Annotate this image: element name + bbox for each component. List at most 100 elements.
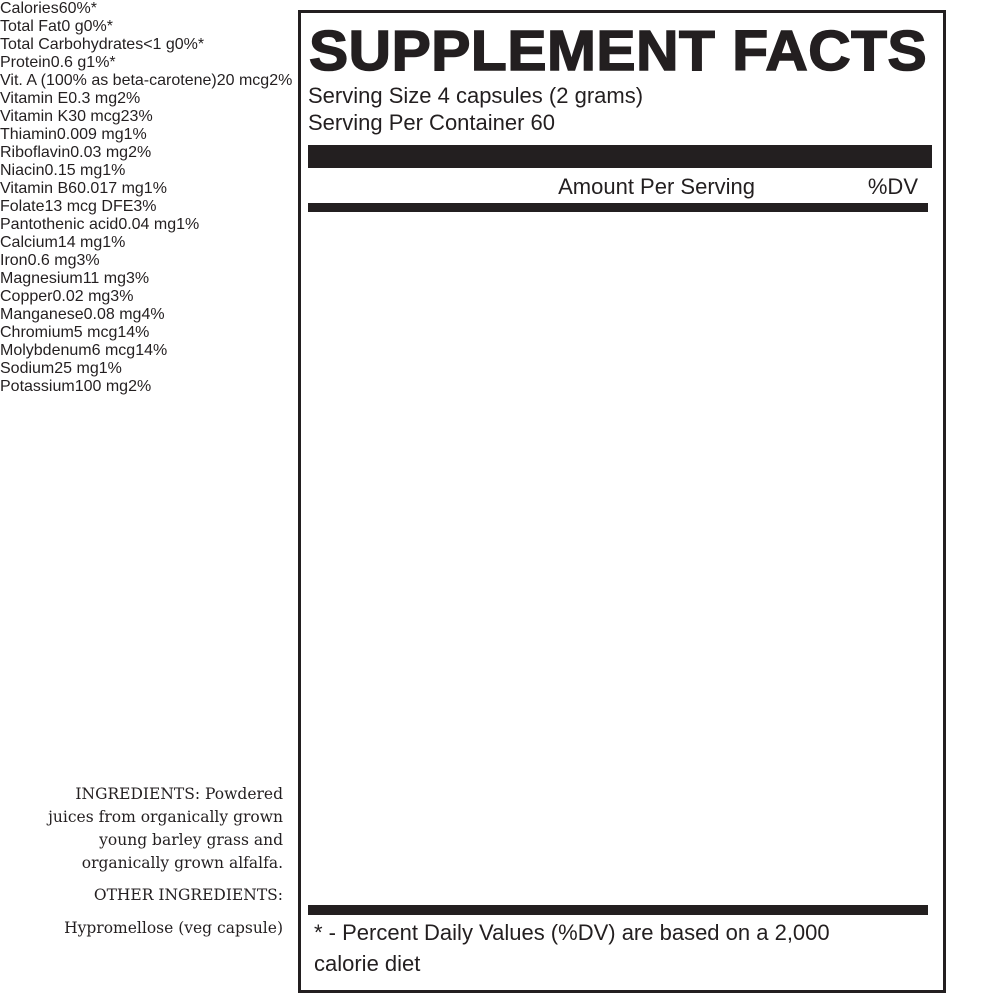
nutrient-amount: 0 g <box>61 18 84 35</box>
nutrient-name: Magnesium <box>0 270 83 287</box>
nutrient-amount: <1 g <box>143 36 175 53</box>
nutrient-row: Total Fat0 g0%* <box>0 18 1000 36</box>
nutrient-name: Total Fat <box>0 18 62 35</box>
nutrient-name: Calcium <box>0 234 58 251</box>
thick-bar <box>308 203 928 212</box>
nutrient-name: Folate <box>0 198 45 215</box>
nutrient-row: Manganese0.08 mg4% <box>0 306 1000 324</box>
nutrient-dv: 1% <box>102 162 126 179</box>
amount-header: Amount Per Serving <box>558 174 755 199</box>
nutrient-amount: 0.03 mg <box>70 144 129 161</box>
nutrient-row: Riboflavin0.03 mg2% <box>0 144 1000 162</box>
nutrient-dv: 0%* <box>83 18 113 35</box>
nutrient-amount: 11 mg <box>82 270 126 287</box>
nutrient-dv: 1% <box>176 216 200 233</box>
nutrient-dv: 1% <box>98 360 122 377</box>
nutrient-dv: 0%* <box>67 0 97 17</box>
label-box <box>298 10 946 993</box>
nutrient-row: Protein0.6 g1%* <box>0 54 1000 72</box>
nutrient-dv: 1% <box>102 234 126 251</box>
nutrient-dv: 2% <box>128 378 152 395</box>
nutrient-dv: 2% <box>128 144 152 161</box>
nutrient-dv: 23% <box>120 108 153 125</box>
nutrient-amount: 0.02 mg <box>52 288 111 305</box>
nutrient-row: Calcium14 mg1% <box>0 234 1000 252</box>
nutrient-amount: 5 mcg <box>73 324 118 341</box>
nutrient-amount: 0.6 mg <box>27 252 77 269</box>
nutrient-name: Manganese <box>0 306 84 323</box>
nutrient-dv: 2% <box>117 90 141 107</box>
nutrient-dv: 14% <box>117 324 150 341</box>
nutrient-row: Chromium5 mcg14% <box>0 324 1000 342</box>
nutrient-name: Chromium <box>0 324 74 341</box>
nutrient-row: Calories60%* <box>0 0 1000 18</box>
nutrient-name: Iron <box>0 252 28 269</box>
nutrient-row: Magnesium11 mg3% <box>0 270 1000 288</box>
nutrient-amount: 13 mcg DFE <box>44 198 134 215</box>
nutrient-name: Niacin <box>0 162 45 179</box>
servings-per-container: Serving Per Container 60 <box>308 110 556 135</box>
nutrient-row: Thiamin0.009 mg1% <box>0 126 1000 144</box>
nutrient-dv: 3% <box>133 198 157 215</box>
nutrient-dv: 1% <box>143 180 167 197</box>
nutrient-amount: 30 mcg <box>68 108 121 125</box>
nutrient-row: Vit. A (100% as beta-carotene)20 mcg2% <box>0 72 1000 90</box>
other-ingredients: Hypromellose (veg capsule) <box>64 919 283 937</box>
nutrient-amount: 0.08 mg <box>83 306 142 323</box>
nutrient-amount: 0.6 g <box>50 54 87 71</box>
nutrient-row: Copper0.02 mg3% <box>0 288 1000 306</box>
nutrient-dv: 3% <box>76 252 100 269</box>
nutrient-dv: 3% <box>125 270 150 287</box>
nutrient-name: Calories <box>0 0 59 17</box>
nutrient-amount: 0.017 mg <box>77 180 144 197</box>
nutrient-name: Vitamin B6 <box>0 180 78 197</box>
nutrient-name: Total Carbohydrates <box>0 36 144 53</box>
nutrient-amount: 0.15 mg <box>44 162 103 179</box>
nutrient-row: Vitamin B60.017 mg1% <box>0 180 1000 198</box>
nutrient-row: Vitamin K30 mcg23% <box>0 108 1000 126</box>
serving-size: Serving Size 4 capsules (2 grams) <box>308 83 644 108</box>
nutrient-dv: 14% <box>135 342 168 359</box>
footnote-line: calorie diet <box>314 951 421 976</box>
nutrient-amount: 0.04 mg <box>118 216 177 233</box>
nutrient-name: Protein <box>0 54 51 71</box>
nutrient-dv: 1%* <box>86 54 116 71</box>
nutrient-name: Vitamin K <box>0 108 69 125</box>
thick-bar <box>308 145 932 168</box>
nutrient-row: Iron0.6 mg3% <box>0 252 1000 270</box>
nutrient-name: Thiamin <box>0 126 57 143</box>
nutrient-dv: 1% <box>123 126 147 143</box>
nutrient-row: Potassium100 mg2% <box>0 378 1000 396</box>
nutrient-amount: 6 mcg <box>91 342 136 359</box>
nutrient-name: Riboflavin <box>0 144 71 161</box>
nutrient-amount: 25 mg <box>54 360 99 377</box>
nutrient-amount: 6 <box>58 0 68 17</box>
nutrient-name: Vit. A (100% as beta-carotene) <box>0 72 217 89</box>
nutrient-row: Vitamin E0.3 mg2% <box>0 90 1000 108</box>
nutrient-name: Sodium <box>0 360 55 377</box>
nutrient-amount: 20 mcg <box>216 72 270 89</box>
other-ingredients-title: OTHER INGREDIENTS: <box>93 886 283 904</box>
nutrient-name: Pantothenic acid <box>0 216 119 233</box>
nutrient-name: Vitamin E <box>0 90 69 107</box>
nutrient-amount: 100 mg <box>74 378 129 395</box>
ingredients-line: young barley grass and <box>99 831 283 849</box>
thick-bar <box>308 905 928 915</box>
nutrient-amount: 0.3 mg <box>68 90 118 107</box>
ingredients-line: organically grown alfalfa. <box>81 854 283 872</box>
ingredients-line: juices from organically grown <box>48 808 283 826</box>
nutrient-dv: 4% <box>141 306 165 323</box>
nutrient-dv: 3% <box>110 288 134 305</box>
nutrient-dv: 2% <box>269 72 293 89</box>
dv-header: %DV <box>867 174 918 199</box>
nutrient-name: Copper <box>0 288 53 305</box>
nutrient-row: Folate13 mcg DFE3% <box>0 198 1000 216</box>
nutrient-amount: 14 mg <box>57 234 103 251</box>
label-title: SUPPLEMENT FACTS <box>308 18 928 84</box>
nutrient-name: Molybdenum <box>0 342 92 359</box>
nutrient-row: Total Carbohydrates<1 g0%* <box>0 36 1000 54</box>
nutrient-dv: 0%* <box>174 36 205 53</box>
footnote-line: * - Percent Daily Values (%DV) are based… <box>314 920 830 945</box>
nutrient-row: Molybdenum6 mcg14% <box>0 342 1000 360</box>
